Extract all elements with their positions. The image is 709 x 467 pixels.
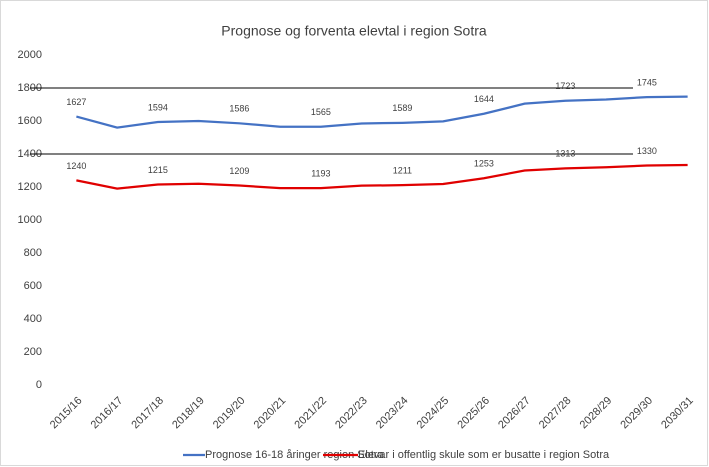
data-label: 1723 — [555, 81, 575, 91]
y-tick-label: 200 — [24, 346, 42, 358]
data-label: 1193 — [311, 169, 330, 179]
y-tick-label: 0 — [36, 379, 42, 391]
y-tick-label: 1000 — [18, 214, 42, 226]
y-tick-label: 1800 — [18, 82, 42, 94]
data-label: 1586 — [229, 104, 249, 114]
data-label: 1215 — [148, 165, 168, 175]
y-tick-label: 1200 — [18, 181, 42, 193]
chart-title: Prognose og forventa elevtal i region So… — [221, 23, 487, 39]
data-label: 1644 — [474, 94, 494, 104]
data-label: 1627 — [66, 97, 86, 107]
series-line — [76, 163, 688, 190]
y-tick-label: 800 — [24, 247, 42, 259]
data-label: 1589 — [392, 103, 412, 113]
data-label: 1209 — [229, 166, 249, 176]
y-tick-label: 1400 — [18, 148, 42, 160]
data-label: 1313 — [555, 149, 575, 159]
y-tick-label: 2000 — [18, 49, 42, 61]
data-label: 1594 — [148, 102, 168, 112]
data-label: 1211 — [393, 166, 412, 176]
data-label: 1240 — [66, 161, 86, 171]
y-tick-label: 600 — [24, 280, 42, 292]
legend-label: Prognose 16-18 åringer region Sotra — [205, 449, 384, 461]
data-label: 1330 — [637, 146, 657, 156]
legend-label: Elevar i offentlig skule som er busatte … — [358, 449, 610, 461]
data-label: 1253 — [474, 159, 494, 169]
series-line — [76, 95, 688, 129]
y-tick-label: 400 — [24, 313, 42, 325]
data-label: 1745 — [637, 77, 657, 87]
data-label: 1565 — [311, 107, 331, 117]
y-tick-label: 1600 — [18, 115, 42, 127]
